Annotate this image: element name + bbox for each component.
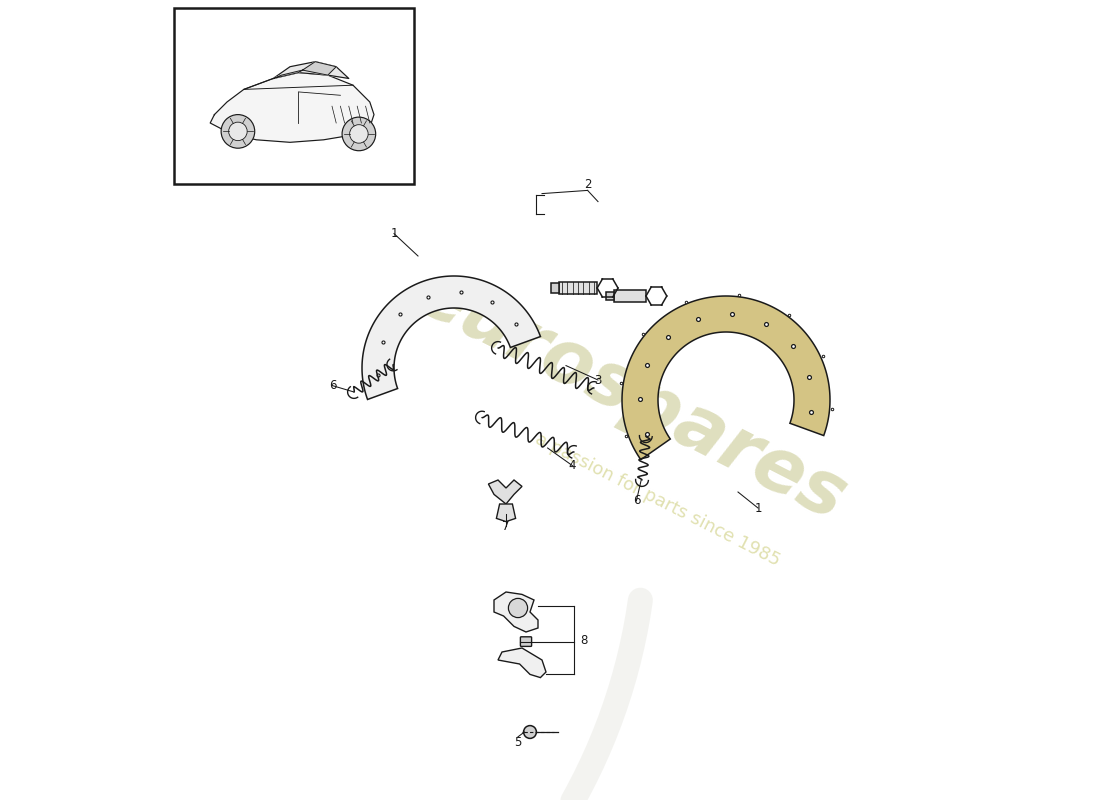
Text: 5: 5 bbox=[515, 736, 521, 749]
Circle shape bbox=[524, 726, 537, 738]
Circle shape bbox=[221, 114, 255, 148]
Circle shape bbox=[229, 122, 248, 141]
Polygon shape bbox=[606, 292, 614, 300]
Text: 3: 3 bbox=[594, 374, 602, 386]
Polygon shape bbox=[559, 282, 597, 294]
Text: 1: 1 bbox=[755, 502, 761, 514]
Polygon shape bbox=[496, 504, 516, 522]
Polygon shape bbox=[494, 592, 538, 632]
Polygon shape bbox=[621, 296, 830, 460]
Circle shape bbox=[508, 598, 528, 618]
Polygon shape bbox=[498, 648, 546, 678]
Bar bbox=[174, 8, 414, 184]
Text: 6: 6 bbox=[632, 494, 640, 507]
Text: 7: 7 bbox=[503, 520, 509, 533]
Text: 8: 8 bbox=[580, 634, 587, 647]
Polygon shape bbox=[551, 283, 559, 293]
Text: eurospares: eurospares bbox=[403, 256, 858, 536]
Circle shape bbox=[342, 117, 376, 150]
Polygon shape bbox=[362, 276, 540, 399]
FancyBboxPatch shape bbox=[520, 637, 531, 646]
Text: 6: 6 bbox=[329, 379, 337, 392]
Polygon shape bbox=[614, 290, 646, 302]
Polygon shape bbox=[210, 73, 374, 142]
Text: 4: 4 bbox=[569, 459, 576, 472]
Polygon shape bbox=[273, 70, 303, 78]
Polygon shape bbox=[273, 62, 349, 78]
Circle shape bbox=[350, 125, 368, 143]
Polygon shape bbox=[488, 480, 522, 504]
Text: a passion for parts since 1985: a passion for parts since 1985 bbox=[532, 430, 783, 570]
Text: 2: 2 bbox=[584, 178, 592, 190]
Polygon shape bbox=[302, 62, 337, 75]
Text: 1: 1 bbox=[390, 227, 398, 240]
